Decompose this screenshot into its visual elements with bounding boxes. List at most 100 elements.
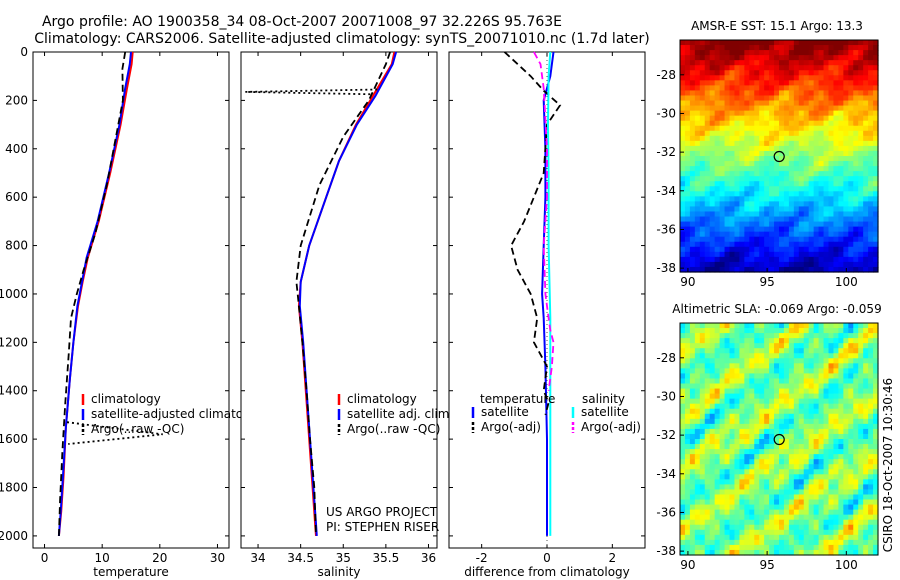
- map-cell: [818, 60, 825, 66]
- map-cell: [689, 454, 696, 460]
- map-cell: [873, 328, 879, 334]
- map-cell: [759, 433, 765, 440]
- map-cell: [803, 499, 810, 506]
- map-cell: [793, 428, 800, 435]
- map-cell: [739, 464, 745, 470]
- map-cell: [868, 539, 874, 546]
- map-cell: [689, 156, 696, 162]
- map-cell: [873, 363, 879, 369]
- map-cell: [818, 439, 825, 445]
- map-cell: [729, 125, 736, 132]
- map-cell: [684, 393, 691, 400]
- map-cell: [714, 363, 721, 369]
- map-cell: [808, 251, 815, 258]
- map-cell: [769, 171, 775, 177]
- map-cell: [749, 191, 755, 197]
- map-cell: [803, 454, 810, 460]
- map-cell: [749, 100, 755, 107]
- map-cell: [769, 449, 775, 455]
- map-cell: [744, 378, 750, 385]
- map-cell: [719, 256, 726, 263]
- map-cell: [788, 206, 795, 213]
- legend-label: satellite adj. clim.: [347, 407, 453, 421]
- map-cell: [793, 459, 800, 465]
- map-cell: [813, 105, 820, 112]
- map-cell: [764, 105, 770, 112]
- map-cell: [724, 226, 731, 233]
- map-cell: [803, 236, 810, 243]
- map-cell: [823, 469, 830, 475]
- map-cell: [724, 403, 731, 410]
- map-cell: [694, 191, 701, 197]
- map-cell: [783, 544, 790, 551]
- map-cell: [843, 135, 849, 142]
- map-cell: [694, 55, 701, 61]
- map-cell: [833, 196, 839, 202]
- map-cell: [719, 449, 726, 455]
- map-cell: [729, 95, 736, 102]
- map-cell: [813, 140, 820, 147]
- map-cell: [823, 135, 830, 142]
- map-cell: [858, 544, 864, 551]
- map-cell: [709, 50, 716, 56]
- map-cell: [724, 156, 731, 162]
- map-cell: [798, 423, 805, 430]
- map-cell: [749, 373, 755, 380]
- map-cell: [759, 343, 765, 349]
- map-cell: [704, 388, 711, 395]
- map-cell: [779, 150, 785, 157]
- map-cell: [744, 50, 750, 56]
- map-cell: [798, 196, 805, 202]
- map-cell: [798, 499, 805, 506]
- map-cell: [848, 80, 854, 86]
- map-cell: [858, 474, 864, 480]
- map-cell: [788, 256, 795, 263]
- map-cell: [823, 529, 830, 536]
- map-cell: [803, 95, 810, 102]
- map-cell: [699, 60, 706, 66]
- map-cell: [833, 378, 839, 385]
- map-cell: [759, 464, 765, 470]
- map-cell: [798, 428, 805, 435]
- map-cell: [779, 171, 785, 177]
- map-cell: [764, 348, 770, 354]
- map-cell: [798, 251, 805, 258]
- map-cell: [709, 206, 716, 213]
- map-cell: [764, 186, 770, 192]
- map-cell: [813, 444, 820, 450]
- legend-label: Argo(..raw -QC): [91, 422, 184, 436]
- map-cell: [684, 45, 691, 51]
- map-cell: [838, 261, 844, 268]
- map-cell: [808, 40, 815, 46]
- map-cell: [818, 181, 825, 187]
- map-cell: [754, 398, 760, 405]
- map-cell: [813, 110, 820, 117]
- map-cell: [853, 156, 859, 162]
- map-cell: [724, 428, 731, 435]
- map-cell: [714, 358, 721, 364]
- map-cell: [719, 378, 726, 385]
- map-cell: [769, 539, 775, 546]
- map-cell: [779, 428, 785, 435]
- map-cell: [798, 529, 805, 536]
- map-cell: [709, 55, 716, 61]
- map-cell: [803, 509, 810, 516]
- map-cell: [788, 65, 795, 71]
- map-cell: [818, 418, 825, 425]
- map-cell: [774, 171, 780, 177]
- map-cell: [838, 171, 844, 177]
- map-cell: [793, 514, 800, 521]
- map-cell: [754, 191, 760, 197]
- map-cell: [724, 363, 731, 369]
- map-cell: [774, 418, 780, 425]
- map-cell: [788, 433, 795, 440]
- map-cell: [798, 418, 805, 425]
- map-cell: [838, 45, 844, 51]
- map-cell: [848, 166, 854, 172]
- map-cell: [699, 398, 706, 405]
- map-cell: [704, 110, 711, 117]
- map-cell: [689, 524, 696, 531]
- map-cell: [689, 221, 696, 228]
- map-cell: [774, 464, 780, 470]
- map-cell: [724, 206, 731, 213]
